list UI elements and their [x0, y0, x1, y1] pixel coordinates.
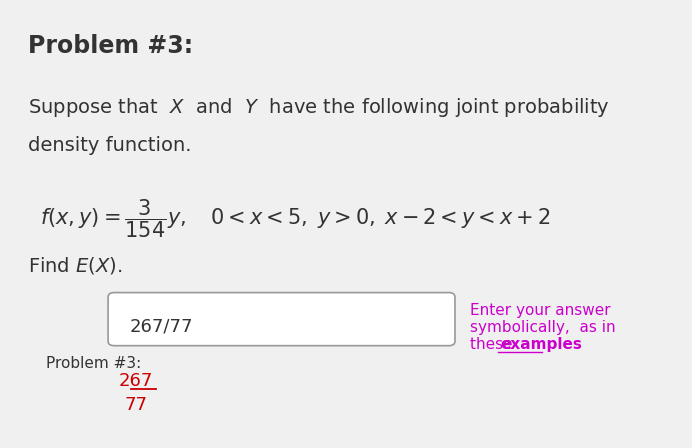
Text: 267: 267 [119, 372, 153, 390]
Text: these: these [471, 337, 518, 352]
Text: 77: 77 [125, 396, 147, 414]
Text: Suppose that  $X$  and  $Y$  have the following joint probability: Suppose that $X$ and $Y$ have the follow… [28, 96, 610, 119]
Text: Find $E(X)$.: Find $E(X)$. [28, 255, 122, 276]
Text: Problem #3:: Problem #3: [28, 34, 192, 58]
Text: 267/77: 267/77 [130, 318, 193, 336]
Text: Problem #3:: Problem #3: [46, 356, 141, 371]
FancyBboxPatch shape [108, 293, 455, 346]
Text: symbolically,  as in: symbolically, as in [471, 319, 616, 335]
Text: Enter your answer: Enter your answer [471, 303, 611, 318]
Text: $f(x, y) = \dfrac{3}{154}y,\quad 0 < x < 5,\; y > 0,\; x-2 < y < x+2$: $f(x, y) = \dfrac{3}{154}y,\quad 0 < x <… [40, 198, 551, 240]
Text: density function.: density function. [28, 135, 191, 155]
Text: examples: examples [500, 337, 582, 352]
